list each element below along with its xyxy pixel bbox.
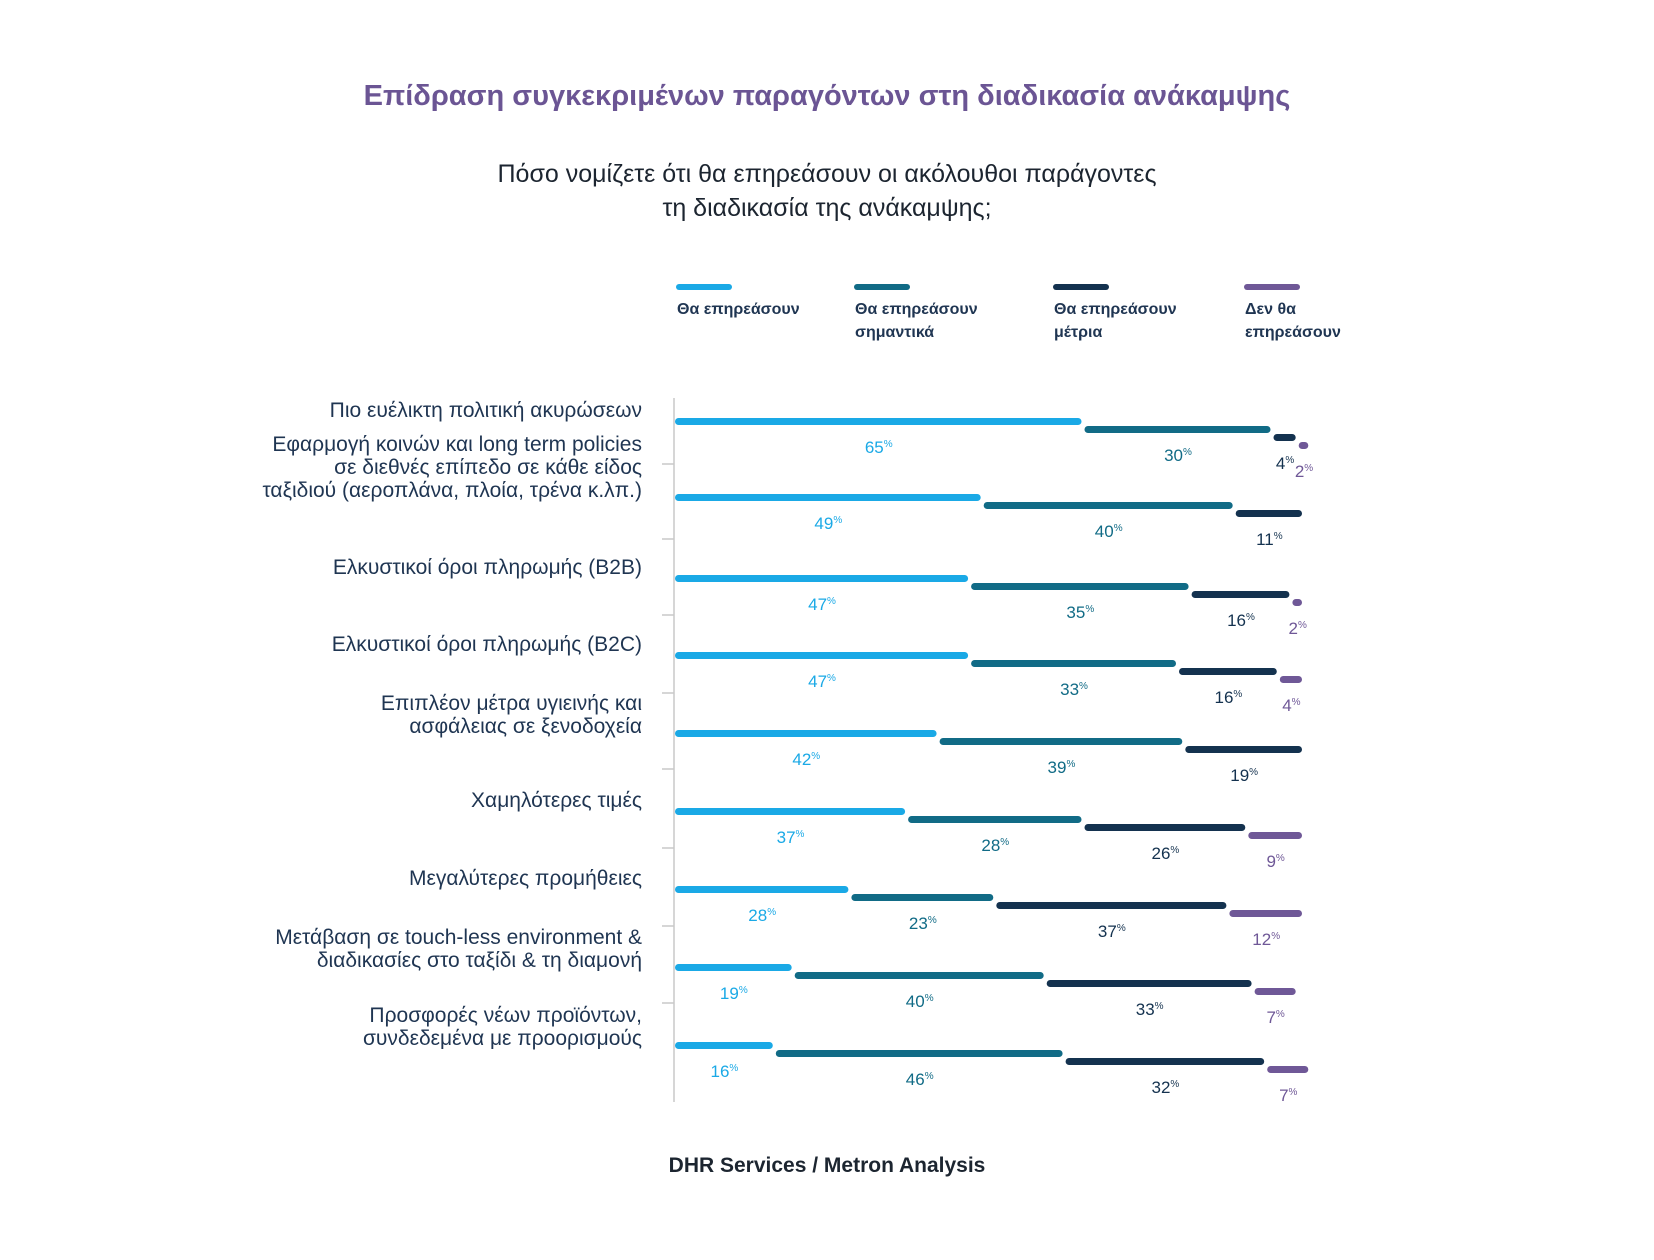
bar-segment	[1084, 824, 1246, 831]
category-label: Επιπλέον μέτρα υγιεινής και	[381, 692, 642, 715]
bar-segment	[996, 902, 1227, 909]
bar-segment	[1179, 668, 1277, 675]
category-label: συνδεδεμένα με προορισμούς	[363, 1027, 642, 1050]
chart-subtitle: Πόσο νομίζετε ότι θα επηρεάσουν οι ακόλο…	[0, 157, 1654, 225]
data-label: 2%	[1289, 619, 1307, 638]
bar-segment	[851, 894, 994, 901]
bar-segment	[675, 886, 849, 893]
data-label: 19%	[720, 984, 748, 1003]
bar-segment	[675, 1042, 773, 1049]
category-label: σε διεθνές επίπεδο σε κάθε είδος	[334, 456, 642, 479]
category-label: Προσφορές νέων προϊόντων,	[369, 1004, 642, 1027]
data-label: 19%	[1230, 766, 1258, 785]
data-label: 33%	[1136, 1000, 1164, 1019]
bar-segment	[1273, 434, 1296, 441]
bar-segment	[1279, 676, 1302, 683]
data-label: 47%	[808, 672, 836, 691]
legend-label: Θα επηρεάσουν	[1054, 301, 1177, 318]
bar-segment	[675, 964, 792, 971]
category-label: ταξιδιού (αεροπλάνα, πλοία, τρένα κ.λπ.)	[262, 479, 642, 502]
category-label: ασφάλειας σε ξενοδοχεία	[409, 715, 642, 738]
bar-segment	[675, 730, 937, 737]
category-label: Μετάβαση σε touch-less environment &	[275, 926, 642, 949]
data-label: 23%	[909, 914, 937, 933]
data-label: 26%	[1151, 844, 1179, 863]
bar-segment	[1046, 980, 1252, 987]
bar-segment	[675, 652, 969, 659]
data-label: 16%	[710, 1062, 738, 1081]
bar-segment	[971, 660, 1176, 667]
bar-segment	[1065, 1058, 1265, 1065]
data-label: 37%	[777, 828, 805, 847]
category-label: Μεγαλύτερες προμήθειες	[409, 867, 642, 890]
category-label: Χαμηλότερες τιμές	[471, 789, 642, 812]
category-label: Πιο ευέλικτη πολιτική ακυρώσεων	[330, 399, 642, 422]
bar-segment	[675, 418, 1082, 425]
subtitle-line-2: τη διαδικασία της ανάκαμψης;	[662, 194, 992, 222]
bar-segment	[1185, 746, 1302, 753]
bar-segment	[1254, 988, 1296, 995]
bar-segment	[1267, 1066, 1309, 1073]
data-label: 39%	[1048, 758, 1076, 777]
data-label: 40%	[1095, 522, 1123, 541]
bar-segment	[775, 1050, 1063, 1057]
data-label: 33%	[1060, 680, 1088, 699]
bar-segment	[983, 502, 1233, 509]
data-label: 46%	[906, 1070, 934, 1089]
bar-segment	[1292, 599, 1302, 606]
bar-segment	[1298, 442, 1309, 449]
bar-segment	[1235, 510, 1302, 517]
chart-title: Επίδραση συγκεκριμένων παραγόντων στη δι…	[363, 80, 1291, 112]
data-label: 30%	[1164, 446, 1192, 465]
bar-segment	[675, 575, 969, 582]
subtitle-line-1: Πόσο νομίζετε ότι θα επηρεάσουν οι ακόλο…	[497, 160, 1157, 188]
legend-label: Θα επηρεάσουν	[855, 301, 978, 318]
data-label: 9%	[1266, 852, 1284, 871]
bar-segment	[675, 808, 906, 815]
data-label: 28%	[748, 906, 776, 925]
bar-segment	[1229, 910, 1302, 917]
bar-segment	[971, 583, 1189, 590]
data-label: 28%	[981, 836, 1009, 855]
bar-segment	[1084, 426, 1271, 433]
legend-label: επηρεάσουν	[1245, 324, 1341, 341]
legend-label: σημαντικά	[855, 324, 934, 341]
data-label: 4%	[1282, 696, 1300, 715]
data-label: 7%	[1266, 1008, 1284, 1027]
bar-segment	[939, 738, 1183, 745]
category-label: Ελκυστικοί όροι πληρωμής (B2B)	[333, 556, 642, 579]
data-label: 65%	[865, 438, 893, 457]
data-label: 32%	[1151, 1078, 1179, 1097]
source-credit: DHR Services / Metron Analysis	[668, 1154, 986, 1177]
legend-label: Δεν θα	[1245, 301, 1296, 318]
data-label: 12%	[1252, 930, 1280, 949]
data-label: 47%	[808, 595, 836, 614]
data-label: 49%	[814, 514, 842, 533]
bar-segment	[675, 494, 981, 501]
legend-label: Θα επηρεάσουν	[677, 301, 800, 318]
category-label: Ελκυστικοί όροι πληρωμής (B2C)	[332, 633, 642, 656]
data-label: 4%	[1276, 454, 1294, 473]
data-label: 37%	[1098, 922, 1126, 941]
data-label: 40%	[906, 992, 934, 1011]
data-label: 2%	[1295, 462, 1313, 481]
data-label: 7%	[1279, 1086, 1297, 1105]
bar-segment	[908, 816, 1082, 823]
data-label: 11%	[1256, 530, 1283, 549]
legend-label: μέτρια	[1054, 324, 1102, 341]
category-label: Εφαρμογή κοινών και long term policies	[272, 433, 642, 456]
data-label: 16%	[1227, 611, 1255, 630]
bar-segment	[1248, 832, 1302, 839]
data-label: 35%	[1066, 603, 1094, 622]
data-label: 42%	[792, 750, 820, 769]
bar-segment	[794, 972, 1044, 979]
bar-segment	[1191, 591, 1290, 598]
category-label: διαδικασίες στο ταξίδι & τη διαμονή	[317, 949, 642, 972]
data-label: 16%	[1214, 688, 1242, 707]
